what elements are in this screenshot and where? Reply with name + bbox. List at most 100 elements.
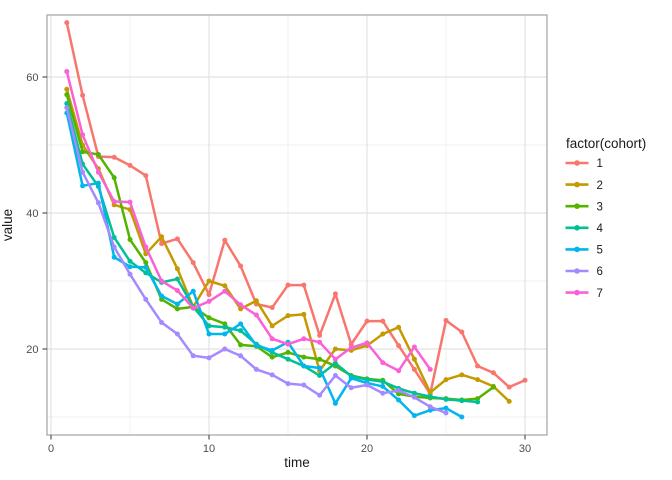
series-point-cohort-1 bbox=[143, 173, 149, 179]
series-point-cohort-6 bbox=[159, 319, 165, 325]
series-point-cohort-1 bbox=[80, 92, 86, 98]
series-point-cohort-4 bbox=[380, 379, 386, 385]
series-point-cohort-6 bbox=[443, 410, 449, 416]
series-point-cohort-5 bbox=[269, 347, 275, 353]
series-point-cohort-1 bbox=[506, 384, 512, 390]
series-point-cohort-5 bbox=[411, 413, 417, 419]
legend-key-point-5 bbox=[574, 246, 580, 253]
series-point-cohort-2 bbox=[238, 306, 244, 312]
series-point-cohort-7 bbox=[174, 288, 180, 294]
series-point-cohort-7 bbox=[301, 336, 307, 342]
series-point-cohort-5 bbox=[380, 383, 386, 389]
series-point-cohort-3 bbox=[174, 306, 180, 312]
series-point-cohort-1 bbox=[396, 343, 402, 349]
series-point-cohort-4 bbox=[285, 356, 291, 362]
x-tick-label-0: 0 bbox=[48, 443, 54, 455]
series-point-cohort-3 bbox=[301, 354, 307, 360]
series-point-cohort-7 bbox=[348, 345, 354, 351]
series-point-cohort-5 bbox=[143, 264, 149, 270]
series-point-cohort-6 bbox=[190, 353, 196, 359]
series-point-cohort-3 bbox=[95, 152, 101, 158]
series-point-cohort-5 bbox=[301, 363, 307, 369]
series-point-cohort-4 bbox=[238, 328, 244, 334]
legend-item-cohort-1: 1 bbox=[565, 158, 603, 170]
series-point-cohort-1 bbox=[443, 317, 449, 323]
series-point-cohort-6 bbox=[348, 385, 354, 391]
series-point-cohort-6 bbox=[269, 372, 275, 378]
series-point-cohort-1 bbox=[380, 318, 386, 324]
series-point-cohort-1 bbox=[222, 237, 228, 243]
series-point-cohort-6 bbox=[238, 353, 244, 359]
x-tick-label-30: 30 bbox=[519, 443, 531, 455]
series-point-cohort-4 bbox=[317, 373, 323, 379]
legend-label-4: 4 bbox=[597, 223, 604, 235]
series-point-cohort-7 bbox=[411, 344, 417, 350]
series-point-cohort-6 bbox=[396, 387, 402, 393]
legend-label-2: 2 bbox=[597, 180, 603, 192]
series-point-cohort-1 bbox=[490, 370, 496, 376]
series-point-cohort-6 bbox=[364, 382, 370, 388]
series-point-cohort-5 bbox=[238, 321, 244, 327]
series-point-cohort-3 bbox=[269, 354, 275, 360]
series-point-cohort-3 bbox=[64, 92, 70, 98]
series-point-cohort-2 bbox=[443, 377, 449, 383]
series-point-cohort-7 bbox=[190, 305, 196, 311]
series-point-cohort-2 bbox=[427, 390, 433, 396]
series-point-cohort-6 bbox=[285, 381, 291, 387]
series-point-cohort-2 bbox=[269, 323, 275, 329]
series-point-cohort-7 bbox=[253, 312, 259, 318]
series-point-cohort-4 bbox=[427, 394, 433, 400]
legend-item-cohort-2: 2 bbox=[565, 180, 603, 192]
series-point-cohort-6 bbox=[317, 392, 323, 398]
plot-generated-content: 0 10 20 30 20 40 60 1 2 3 4 5 6 7 bbox=[26, 14, 604, 455]
legend-label-3: 3 bbox=[597, 201, 603, 213]
legend-item-cohort-3: 3 bbox=[565, 201, 603, 213]
series-point-cohort-7 bbox=[64, 69, 70, 75]
legend-title: factor(cohort) bbox=[566, 136, 646, 151]
series-point-cohort-2 bbox=[174, 266, 180, 272]
series-point-cohort-5 bbox=[332, 400, 338, 406]
series-point-cohort-7 bbox=[127, 199, 133, 205]
y-tick-label-60: 60 bbox=[26, 72, 38, 84]
series-point-cohort-4 bbox=[174, 276, 180, 282]
series-point-cohort-6 bbox=[143, 296, 149, 302]
series-point-cohort-7 bbox=[111, 198, 117, 204]
x-tick-label-20: 20 bbox=[361, 443, 373, 455]
series-point-cohort-6 bbox=[427, 404, 433, 410]
series-point-cohort-7 bbox=[206, 298, 212, 304]
legend-label-6: 6 bbox=[597, 266, 603, 278]
series-point-cohort-6 bbox=[111, 244, 117, 250]
series-point-cohort-6 bbox=[301, 382, 307, 388]
series-point-cohort-4 bbox=[411, 390, 417, 396]
series-point-cohort-1 bbox=[206, 292, 212, 298]
series-point-cohort-5 bbox=[396, 397, 402, 403]
series-point-cohort-5 bbox=[190, 288, 196, 294]
legend-label-7: 7 bbox=[597, 288, 603, 300]
series-point-cohort-1 bbox=[317, 332, 323, 338]
series-point-cohort-6 bbox=[80, 169, 86, 175]
series-point-cohort-4 bbox=[475, 399, 481, 405]
series-point-cohort-1 bbox=[159, 241, 165, 247]
series-point-cohort-5 bbox=[222, 331, 228, 337]
series-point-cohort-1 bbox=[332, 291, 338, 297]
series-point-cohort-7 bbox=[285, 341, 291, 347]
series-point-cohort-6 bbox=[127, 271, 133, 277]
panel-border bbox=[46, 14, 548, 436]
series-line-cohort-7 bbox=[65, 70, 432, 373]
series-point-cohort-6 bbox=[380, 390, 386, 396]
series-point-cohort-5 bbox=[206, 331, 212, 337]
x-axis-title: time bbox=[284, 455, 310, 470]
legend-label-5: 5 bbox=[597, 245, 603, 257]
series-point-cohort-3 bbox=[143, 260, 149, 266]
series-point-cohort-3 bbox=[127, 237, 133, 243]
series-point-cohort-1 bbox=[364, 318, 370, 324]
series-point-cohort-6 bbox=[411, 394, 417, 400]
series-point-cohort-3 bbox=[238, 342, 244, 348]
series-point-cohort-4 bbox=[459, 398, 465, 404]
series-point-cohort-3 bbox=[206, 315, 212, 321]
series-point-cohort-4 bbox=[111, 234, 117, 240]
series-point-cohort-7 bbox=[159, 278, 165, 284]
series-point-cohort-1 bbox=[475, 363, 481, 369]
series-point-cohort-6 bbox=[332, 373, 338, 379]
series-point-cohort-5 bbox=[459, 414, 465, 420]
